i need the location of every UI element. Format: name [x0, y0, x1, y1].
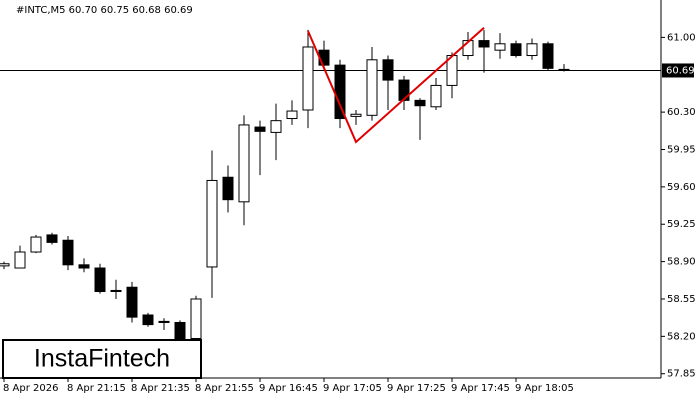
candle-body — [494, 43, 506, 51]
candle-body — [286, 110, 298, 120]
candle-body — [14, 251, 26, 269]
candle-body — [94, 267, 106, 293]
logo-box — [2, 339, 202, 379]
x-tick-label: 9 Apr 16:45 — [259, 383, 318, 394]
x-tick-label: 8 Apr 21:35 — [131, 383, 190, 394]
candle-body — [510, 43, 522, 57]
candle-body — [526, 43, 538, 57]
y-tick-label: 60.30 — [667, 107, 696, 118]
candle-body — [62, 239, 74, 266]
x-tick-label: 8 Apr 2026 — [3, 383, 58, 394]
y-tick-label: 59.60 — [667, 182, 696, 193]
y-tick-label: 58.20 — [667, 331, 696, 342]
y-tick-label: 58.55 — [667, 294, 696, 305]
y-tick-label: 61.00 — [667, 32, 696, 43]
candle-body — [238, 124, 250, 203]
candle-body — [558, 68, 570, 71]
candle-body — [254, 126, 266, 132]
y-tick-label: 57.85 — [667, 369, 696, 380]
y-tick-label: 59.95 — [667, 144, 696, 155]
candle-body — [158, 320, 170, 323]
candle-body — [430, 84, 442, 108]
candle-body — [0, 263, 10, 267]
candle-body — [46, 234, 58, 243]
x-tick-label: 9 Apr 18:05 — [515, 383, 574, 394]
candle-body — [334, 64, 346, 120]
candle-body — [142, 314, 154, 326]
x-tick-label: 8 Apr 21:55 — [195, 383, 254, 394]
candle-body — [30, 236, 42, 253]
x-tick-label: 8 Apr 21:15 — [67, 383, 126, 394]
price-label-box — [662, 63, 694, 78]
y-tick-label: 59.25 — [667, 219, 696, 230]
candle-body — [222, 176, 234, 201]
candle-body — [302, 46, 314, 111]
pattern-line — [307, 27, 485, 144]
y-tick-label: 58.90 — [667, 257, 696, 268]
candle-body — [174, 321, 186, 341]
candle-body — [206, 179, 218, 268]
candle-body — [78, 264, 90, 269]
candle-body — [350, 113, 362, 117]
x-tick-label: 9 Apr 17:05 — [323, 383, 382, 394]
logo: InstaFintech — [34, 345, 170, 373]
candle-body — [126, 286, 138, 318]
candle-body — [478, 40, 490, 48]
price-label: 60.69 — [666, 65, 695, 76]
x-tick-label: 9 Apr 17:45 — [451, 383, 510, 394]
candle-body — [462, 40, 474, 57]
candle-body — [542, 43, 554, 69]
candle-body — [190, 298, 202, 339]
candle-body — [270, 120, 282, 133]
chart-title: #INTC,M5 60.70 60.75 60.68 60.69 — [16, 5, 193, 16]
x-tick-label: 9 Apr 17:25 — [387, 383, 446, 394]
candle-body — [414, 99, 426, 107]
candle-body — [366, 59, 378, 116]
candle-body — [110, 289, 122, 293]
candle-body — [382, 59, 394, 81]
